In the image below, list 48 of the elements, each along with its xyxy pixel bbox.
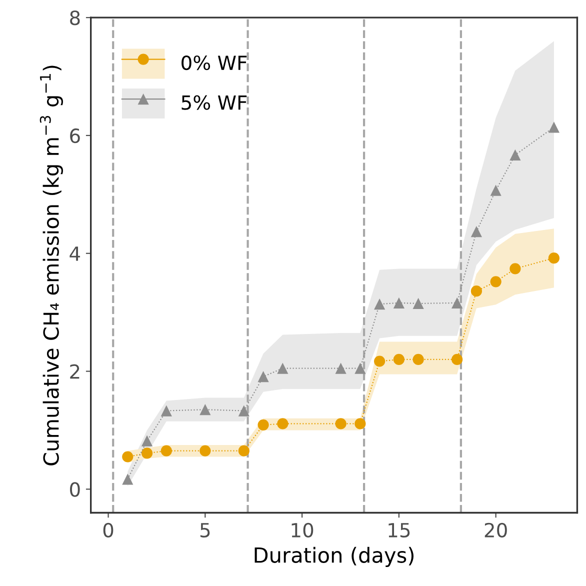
point: [490, 184, 502, 196]
legend-label: 5% WF: [182, 95, 247, 110]
point: [354, 362, 366, 374]
point: [548, 122, 560, 133]
x-tick-label: 5: [200, 523, 210, 538]
y-axis-title: Cumulative CH₄ emission (kg m$^{−3}$ g$^{−1}$): [40, 66, 63, 466]
x-axis-title: Duration (days): [254, 546, 414, 568]
point: [200, 404, 211, 416]
point: [238, 405, 250, 416]
point: [354, 418, 366, 430]
point: [122, 474, 134, 485]
point: [374, 298, 386, 310]
point: [452, 297, 463, 308]
point: [335, 418, 346, 430]
point: [160, 445, 172, 456]
point: [470, 286, 482, 297]
point: [470, 226, 482, 238]
x-tick-label: 10: [292, 522, 314, 538]
point: [141, 435, 153, 446]
point: [277, 418, 288, 430]
point: [452, 354, 463, 366]
y-tick-label: 4: [70, 246, 80, 261]
point: [510, 263, 521, 274]
point: [510, 149, 521, 160]
point: [277, 362, 288, 374]
x-tick-label: 0: [103, 522, 114, 538]
y-tick-label: 8: [70, 10, 80, 26]
point: [548, 252, 560, 264]
point: [412, 298, 424, 310]
point: [141, 448, 153, 459]
point: [412, 354, 424, 366]
point: [258, 419, 269, 430]
point: [122, 451, 134, 462]
x-tick-label: 15: [388, 523, 410, 538]
point: [238, 445, 250, 456]
y-tick-label: 6: [70, 128, 80, 144]
y-tick-label: 0: [70, 482, 80, 497]
x-tick-label: 20: [484, 522, 507, 538]
point: [393, 354, 404, 366]
y-tick-label: 2: [70, 364, 80, 379]
point: [393, 297, 404, 308]
point: [490, 276, 502, 288]
point: [335, 362, 346, 374]
point: [200, 445, 211, 456]
legend-label: 0% WF: [182, 55, 247, 70]
point: [258, 371, 269, 382]
point: [160, 405, 172, 416]
point: [374, 356, 386, 367]
